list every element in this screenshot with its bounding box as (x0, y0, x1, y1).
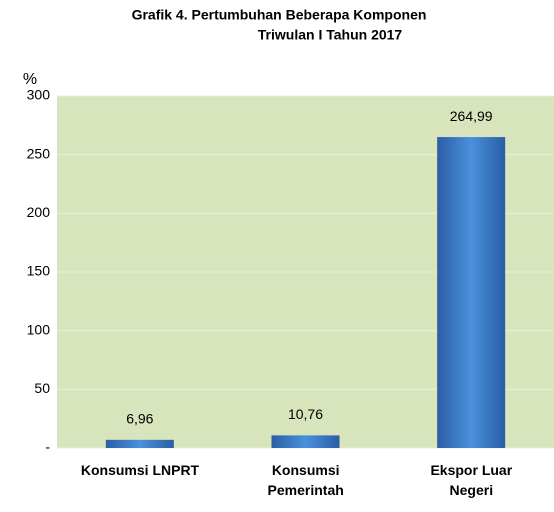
y-tick-label: 200 (27, 204, 51, 220)
bar (437, 137, 506, 448)
data-label: 6,96 (126, 411, 153, 427)
bar (271, 435, 340, 448)
y-tick-label: 300 (27, 87, 51, 103)
data-label: 10,76 (288, 406, 323, 422)
y-tick-label: 100 (27, 321, 51, 337)
x-tick-label: Konsumsi LNPRT (80, 462, 200, 478)
y-tick-label: 150 (27, 263, 51, 279)
y-tick-label: - (45, 439, 50, 455)
y-tick-label: 50 (34, 380, 50, 396)
data-label: 264,99 (450, 108, 493, 124)
x-tick-label: Konsumsi Pemerintah (267, 462, 344, 498)
chart-subtitle: Triwulan I Tahun 2017 (258, 27, 403, 43)
bar (105, 439, 174, 448)
chart-title: Grafik 4. Pertumbuhan Beberapa Komponen (132, 7, 427, 23)
x-tick-label: Ekspor Luar Negeri (430, 462, 513, 498)
y-tick-label: 250 (27, 145, 51, 161)
y-axis-label: % (23, 71, 37, 88)
